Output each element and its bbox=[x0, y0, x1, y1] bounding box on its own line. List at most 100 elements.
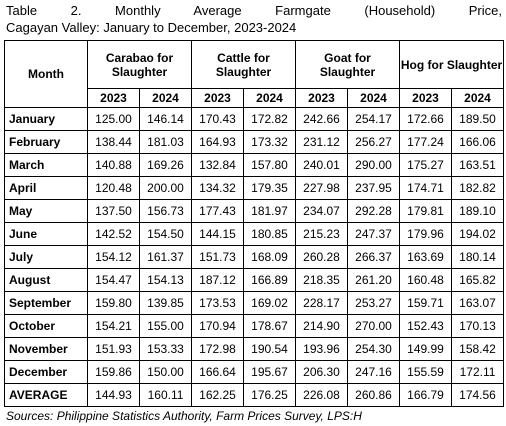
month-header: Month bbox=[4, 40, 88, 108]
price-cell: 237.95 bbox=[347, 176, 400, 200]
price-cell: 151.93 bbox=[87, 337, 140, 361]
data-row: February 138.44 181.03 164.93 173.32 231.12 25… bbox=[4, 130, 504, 154]
price-cell: 154.47 bbox=[87, 268, 140, 292]
price-cell: 174.56 bbox=[451, 383, 504, 407]
price-cell: 227.98 bbox=[295, 176, 348, 200]
price-cell: 256.27 bbox=[347, 130, 400, 154]
price-cell: 260.86 bbox=[347, 383, 400, 407]
price-cell: 179.81 bbox=[399, 199, 452, 223]
year-header: 2023 bbox=[191, 88, 244, 108]
price-cell: 253.27 bbox=[347, 291, 400, 315]
price-cell: 247.37 bbox=[347, 222, 400, 246]
price-cell: 190.54 bbox=[243, 337, 296, 361]
price-cell: 159.86 bbox=[87, 360, 140, 384]
title: Table 2. Monthly Average Farmgate (House… bbox=[6, 2, 502, 36]
price-cell: 169.26 bbox=[139, 153, 192, 177]
price-cell: 240.01 bbox=[295, 153, 348, 177]
price-cell: 165.82 bbox=[451, 268, 504, 292]
group-header: Cattle for Slaughter bbox=[191, 40, 296, 89]
price-table: Month Carabao for Slaughter Cattle for Sla… bbox=[4, 40, 504, 407]
price-cell: 173.32 bbox=[243, 130, 296, 154]
data-row: AVERAGE 144.93 160.11 162.25 176.25 226.08 260… bbox=[4, 383, 504, 407]
price-cell: 189.10 bbox=[451, 199, 504, 223]
price-cell: 166.64 bbox=[191, 360, 244, 384]
price-cell: 170.43 bbox=[191, 107, 244, 131]
group-header: Carabao for Slaughter bbox=[87, 40, 192, 89]
price-cell: 120.48 bbox=[87, 176, 140, 200]
data-row: March 140.88 169.26 132.84 157.80 240.01 290.0… bbox=[4, 153, 504, 177]
year-header: 2023 bbox=[399, 88, 452, 108]
month-cell: March bbox=[4, 153, 88, 177]
price-cell: 195.67 bbox=[243, 360, 296, 384]
price-cell: 154.12 bbox=[87, 245, 140, 269]
price-cell: 270.00 bbox=[347, 314, 400, 338]
price-cell: 153.33 bbox=[139, 337, 192, 361]
price-cell: 180.85 bbox=[243, 222, 296, 246]
price-cell: 177.43 bbox=[191, 199, 244, 223]
month-cell: July bbox=[4, 245, 88, 269]
data-row: January 125.00 146.14 170.43 172.82 242.66 254… bbox=[4, 107, 504, 131]
month-cell: December bbox=[4, 360, 88, 384]
title-line: Cagayan Valley: January to December, 202… bbox=[6, 20, 297, 35]
group-header: Goat for Slaughter bbox=[295, 40, 400, 89]
price-cell: 179.35 bbox=[243, 176, 296, 200]
price-cell: 206.30 bbox=[295, 360, 348, 384]
price-cell: 187.12 bbox=[191, 268, 244, 292]
price-cell: 144.93 bbox=[87, 383, 140, 407]
price-cell: 132.84 bbox=[191, 153, 244, 177]
price-cell: 154.13 bbox=[139, 268, 192, 292]
data-row: December 159.86 150.00 166.64 195.67 206.30 24… bbox=[4, 360, 504, 384]
price-cell: 155.59 bbox=[399, 360, 452, 384]
price-cell: 160.11 bbox=[139, 383, 192, 407]
year-header: 2023 bbox=[295, 88, 348, 108]
price-cell: 234.07 bbox=[295, 199, 348, 223]
month-cell: August bbox=[4, 268, 88, 292]
month-cell: January bbox=[4, 107, 88, 131]
price-cell: 166.79 bbox=[399, 383, 452, 407]
year-header: 2023 bbox=[87, 88, 140, 108]
price-cell: 181.97 bbox=[243, 199, 296, 223]
price-cell: 242.66 bbox=[295, 107, 348, 131]
price-cell: 134.32 bbox=[191, 176, 244, 200]
month-cell: October bbox=[4, 314, 88, 338]
price-cell: 159.71 bbox=[399, 291, 452, 315]
month-cell: September bbox=[4, 291, 88, 315]
price-cell: 149.99 bbox=[399, 337, 452, 361]
price-cell: 200.00 bbox=[139, 176, 192, 200]
price-cell: 260.28 bbox=[295, 245, 348, 269]
price-cell: 166.89 bbox=[243, 268, 296, 292]
price-cell: 169.02 bbox=[243, 291, 296, 315]
price-cell: 175.27 bbox=[399, 153, 452, 177]
price-cell: 168.09 bbox=[243, 245, 296, 269]
price-cell: 172.11 bbox=[451, 360, 504, 384]
price-cell: 154.50 bbox=[139, 222, 192, 246]
price-cell: 138.44 bbox=[87, 130, 140, 154]
price-cell: 214.90 bbox=[295, 314, 348, 338]
price-cell: 177.24 bbox=[399, 130, 452, 154]
price-cell: 247.16 bbox=[347, 360, 400, 384]
header-row: Month Carabao for Slaughter Cattle for Sla… bbox=[4, 40, 504, 108]
year-row: 2023 2024 2023 2024 2023 2024 2023 2024 bbox=[5, 88, 504, 108]
price-cell: 194.02 bbox=[451, 222, 504, 246]
month-cell: November bbox=[4, 337, 88, 361]
price-cell: 261.20 bbox=[347, 268, 400, 292]
month-cell: February bbox=[4, 130, 88, 154]
data-row: August 154.47 154.13 187.12 166.89 218.35 261.… bbox=[4, 268, 504, 292]
price-cell: 215.23 bbox=[295, 222, 348, 246]
price-cell: 254.17 bbox=[347, 107, 400, 131]
price-cell: 193.96 bbox=[295, 337, 348, 361]
price-cell: 159.80 bbox=[87, 291, 140, 315]
price-cell: 172.66 bbox=[399, 107, 452, 131]
data-row: October 154.21 155.00 170.94 178.67 214.90 270… bbox=[4, 314, 504, 338]
price-cell: 152.43 bbox=[399, 314, 452, 338]
month-cell: May bbox=[4, 199, 88, 223]
price-cell: 144.15 bbox=[191, 222, 244, 246]
data-row: September 159.80 139.85 173.53 169.02 228.17 2… bbox=[4, 291, 504, 315]
price-cell: 170.13 bbox=[451, 314, 504, 338]
year-header: 2024 bbox=[139, 88, 192, 108]
month-cell: April bbox=[4, 176, 88, 200]
group-header: Hog for Slaughter bbox=[399, 40, 504, 89]
price-cell: 180.14 bbox=[451, 245, 504, 269]
price-cell: 164.93 bbox=[191, 130, 244, 154]
